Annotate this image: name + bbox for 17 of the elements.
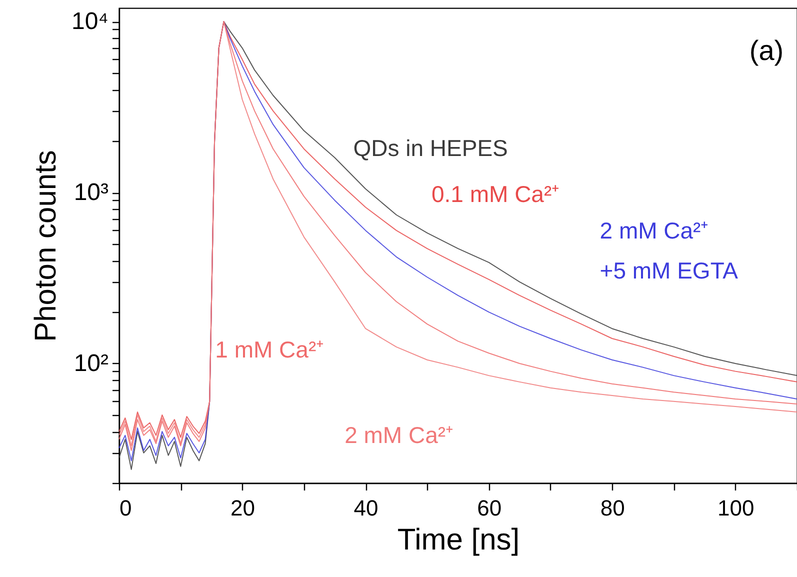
series-label: 1 mM Ca²⁺ bbox=[215, 336, 324, 363]
annotation: (a) bbox=[749, 35, 784, 66]
x-tick-label: 20 bbox=[230, 496, 256, 520]
x-tick-label: 100 bbox=[718, 496, 754, 520]
x-axis-title: Time [ns] bbox=[397, 524, 520, 556]
x-tick-label: 0 bbox=[120, 496, 132, 520]
series-label: QDs in HEPES bbox=[353, 134, 508, 161]
x-tick-label: 40 bbox=[354, 496, 378, 520]
x-tick-label: 80 bbox=[600, 496, 625, 520]
text: 2 mM Ca²⁺ +5 mM EGTA bbox=[600, 218, 739, 284]
y-tick-label: 10³ bbox=[74, 179, 109, 206]
text: 2 mM Ca²⁺ bbox=[344, 422, 454, 448]
series-label: 0.1 mM Ca²⁺ bbox=[431, 180, 560, 207]
y-tick-label: 10² bbox=[74, 350, 109, 377]
x-tick-label: 60 bbox=[477, 496, 502, 520]
y-tick-label: 10⁴ bbox=[71, 8, 108, 36]
y-axis-title: Photon counts bbox=[29, 150, 62, 342]
